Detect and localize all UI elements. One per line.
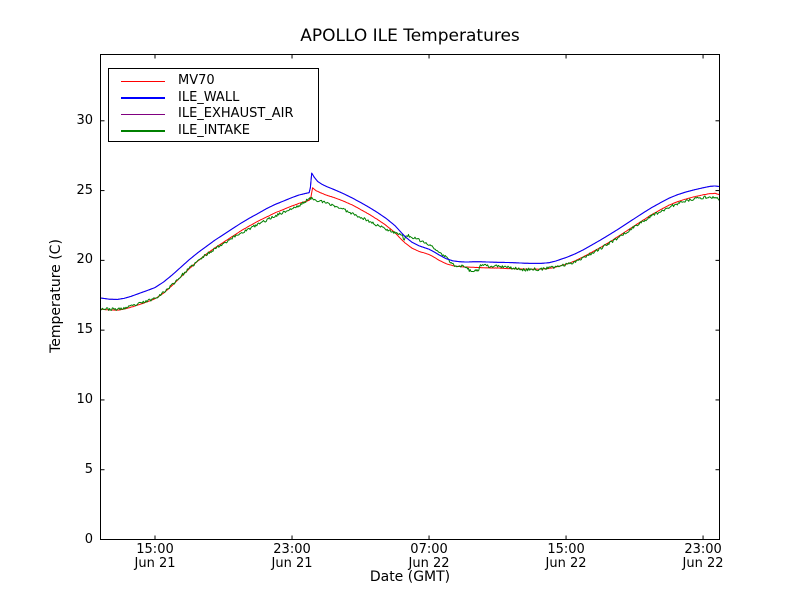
y-tick-label-15: 15 bbox=[76, 322, 93, 338]
axis-tick-marks bbox=[100, 54, 720, 540]
series-line-ile_intake bbox=[100, 195, 720, 311]
chart-title: APOLLO ILE Temperatures bbox=[300, 26, 520, 46]
y-axis-label: Temperature (C) bbox=[48, 239, 64, 353]
x-tick-label-date-23: Jun 21 bbox=[271, 556, 313, 571]
x-tick-label-date-15: Jun 21 bbox=[134, 556, 176, 571]
legend-box: MV70 ILE_WALL ILE_EXHAUST_AIR ILE_INTAKE bbox=[108, 68, 319, 142]
legend-label-ile-exhaust-air: ILE_EXHAUST_AIR bbox=[178, 106, 294, 121]
legend-line-ile-exhaust-air bbox=[121, 113, 165, 116]
legend-line-ile-intake bbox=[121, 130, 165, 132]
x-axis-label: Date (GMT) bbox=[369, 569, 451, 585]
x-tick-label-date-47: Jun 22 bbox=[682, 556, 724, 571]
legend-line-mv70 bbox=[121, 80, 165, 83]
legend-item-ile-intake: ILE_INTAKE bbox=[109, 123, 318, 140]
x-tick-label-time-31: 07:00 bbox=[410, 542, 448, 557]
x-tick-label-time-39: 15:00 bbox=[547, 542, 585, 557]
legend-label-ile-intake: ILE_INTAKE bbox=[178, 122, 250, 138]
legend-item-ile-wall: ILE_WALL bbox=[109, 90, 318, 107]
x-tick-label-date-31: Jun 22 bbox=[408, 556, 450, 571]
series-line-ile_wall bbox=[100, 172, 720, 300]
legend-item-ile-exhaust-air: ILE_EXHAUST_AIR bbox=[109, 106, 318, 123]
y-tick-label-0: 0 bbox=[84, 531, 93, 547]
x-tick-label-date-39: Jun 22 bbox=[545, 556, 587, 571]
legend-label-mv70: MV70 bbox=[178, 73, 215, 88]
y-tick-label-25: 25 bbox=[76, 182, 93, 198]
legend-item-mv70: MV70 bbox=[109, 73, 318, 90]
x-tick-label-time-47: 23:00 bbox=[684, 542, 722, 557]
x-tick-label-time-23: 23:00 bbox=[273, 542, 311, 557]
series-line-mv70 bbox=[100, 187, 720, 311]
axes-frame bbox=[100, 54, 720, 540]
y-tick-label-10: 10 bbox=[76, 391, 93, 407]
series-lines bbox=[100, 172, 720, 311]
legend-label-ile-wall: ILE_WALL bbox=[178, 89, 240, 105]
y-tick-label-30: 30 bbox=[76, 112, 93, 128]
legend-line-ile-wall bbox=[121, 97, 165, 99]
x-tick-label-time-15: 15:00 bbox=[136, 542, 174, 557]
y-tick-label-5: 5 bbox=[84, 461, 93, 477]
y-tick-label-20: 20 bbox=[76, 252, 93, 268]
